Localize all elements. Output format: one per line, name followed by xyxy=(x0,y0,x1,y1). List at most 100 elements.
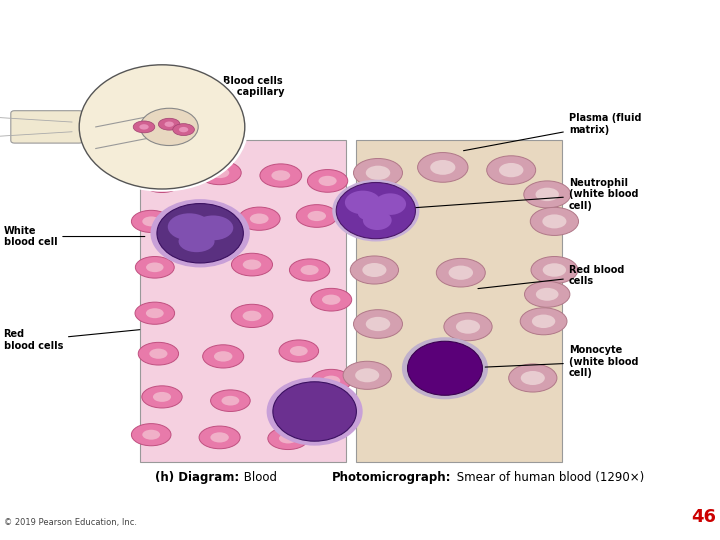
Ellipse shape xyxy=(282,384,323,407)
Ellipse shape xyxy=(307,170,348,192)
Ellipse shape xyxy=(210,167,229,178)
Ellipse shape xyxy=(345,191,381,214)
Ellipse shape xyxy=(210,390,251,411)
Ellipse shape xyxy=(231,253,272,276)
Ellipse shape xyxy=(138,342,179,365)
Ellipse shape xyxy=(521,308,567,335)
Text: Red blood
cells: Red blood cells xyxy=(478,265,624,288)
Ellipse shape xyxy=(179,231,215,252)
Ellipse shape xyxy=(290,346,307,356)
Ellipse shape xyxy=(279,434,297,443)
Ellipse shape xyxy=(366,166,390,180)
Ellipse shape xyxy=(322,295,341,305)
Ellipse shape xyxy=(531,256,577,284)
Ellipse shape xyxy=(238,207,280,230)
Ellipse shape xyxy=(374,193,406,215)
Ellipse shape xyxy=(300,265,319,275)
Ellipse shape xyxy=(421,366,472,395)
Ellipse shape xyxy=(279,340,319,362)
Circle shape xyxy=(79,65,245,189)
Ellipse shape xyxy=(143,217,160,226)
Ellipse shape xyxy=(358,206,379,220)
Ellipse shape xyxy=(133,121,155,133)
Text: Blood: Blood xyxy=(240,471,277,484)
Ellipse shape xyxy=(268,428,308,449)
Ellipse shape xyxy=(350,256,399,284)
Ellipse shape xyxy=(250,213,269,224)
Ellipse shape xyxy=(164,122,174,127)
Text: Photomicrograph:: Photomicrograph: xyxy=(333,471,452,484)
Ellipse shape xyxy=(487,156,536,184)
Ellipse shape xyxy=(146,308,163,318)
Ellipse shape xyxy=(436,258,485,287)
Ellipse shape xyxy=(157,204,243,263)
Bar xyxy=(356,140,562,462)
Ellipse shape xyxy=(444,313,492,341)
Ellipse shape xyxy=(243,260,261,269)
Ellipse shape xyxy=(530,207,579,235)
Ellipse shape xyxy=(355,212,379,226)
Ellipse shape xyxy=(456,320,480,334)
Text: 46: 46 xyxy=(691,509,716,526)
Ellipse shape xyxy=(210,433,229,442)
Ellipse shape xyxy=(362,263,387,277)
Ellipse shape xyxy=(297,205,337,227)
Ellipse shape xyxy=(508,364,557,392)
Ellipse shape xyxy=(542,214,567,228)
Ellipse shape xyxy=(354,158,402,187)
Text: Blood cells
in capillary: Blood cells in capillary xyxy=(186,76,284,131)
Ellipse shape xyxy=(199,426,240,449)
Ellipse shape xyxy=(243,310,261,321)
Ellipse shape xyxy=(311,288,352,311)
Ellipse shape xyxy=(532,314,555,328)
Ellipse shape xyxy=(431,160,456,175)
Ellipse shape xyxy=(135,256,174,278)
Ellipse shape xyxy=(402,337,488,399)
Text: Neutrophil
(white blood
cell): Neutrophil (white blood cell) xyxy=(415,178,639,211)
Ellipse shape xyxy=(363,211,392,230)
Ellipse shape xyxy=(543,263,566,276)
Text: Smear of human blood (1290×): Smear of human blood (1290×) xyxy=(452,471,644,484)
Ellipse shape xyxy=(408,341,482,395)
Ellipse shape xyxy=(525,281,570,307)
Ellipse shape xyxy=(289,259,330,281)
Ellipse shape xyxy=(173,124,194,136)
Ellipse shape xyxy=(433,373,459,388)
Ellipse shape xyxy=(149,349,168,359)
Ellipse shape xyxy=(141,169,183,192)
Ellipse shape xyxy=(153,176,171,186)
Ellipse shape xyxy=(355,368,379,382)
Ellipse shape xyxy=(354,309,402,338)
Text: Plasma (fluid
matrix): Plasma (fluid matrix) xyxy=(464,113,642,151)
Ellipse shape xyxy=(536,187,559,201)
Ellipse shape xyxy=(153,392,171,402)
Ellipse shape xyxy=(311,369,351,392)
Ellipse shape xyxy=(332,180,419,241)
Ellipse shape xyxy=(449,266,473,280)
Ellipse shape xyxy=(273,382,356,441)
Circle shape xyxy=(76,62,248,192)
FancyBboxPatch shape xyxy=(11,111,83,143)
Ellipse shape xyxy=(521,371,545,385)
Ellipse shape xyxy=(142,386,182,408)
Ellipse shape xyxy=(366,317,390,331)
Text: Monocyte
(white blood
cell): Monocyte (white blood cell) xyxy=(485,345,639,379)
Ellipse shape xyxy=(322,376,341,386)
Ellipse shape xyxy=(158,118,180,130)
Ellipse shape xyxy=(231,305,273,327)
Ellipse shape xyxy=(202,345,243,368)
Ellipse shape xyxy=(193,215,233,240)
Bar xyxy=(140,140,346,462)
Ellipse shape xyxy=(140,108,198,145)
Ellipse shape xyxy=(524,181,571,208)
Ellipse shape xyxy=(131,423,171,446)
Ellipse shape xyxy=(214,351,233,362)
Ellipse shape xyxy=(179,127,189,132)
Ellipse shape xyxy=(198,161,241,185)
Ellipse shape xyxy=(135,302,175,324)
Ellipse shape xyxy=(536,288,559,301)
Text: (h) Diagram:: (h) Diagram: xyxy=(155,471,239,484)
Ellipse shape xyxy=(140,124,149,130)
Text: © 2019 Pearson Education, Inc.: © 2019 Pearson Education, Inc. xyxy=(4,517,137,526)
Ellipse shape xyxy=(343,361,392,389)
